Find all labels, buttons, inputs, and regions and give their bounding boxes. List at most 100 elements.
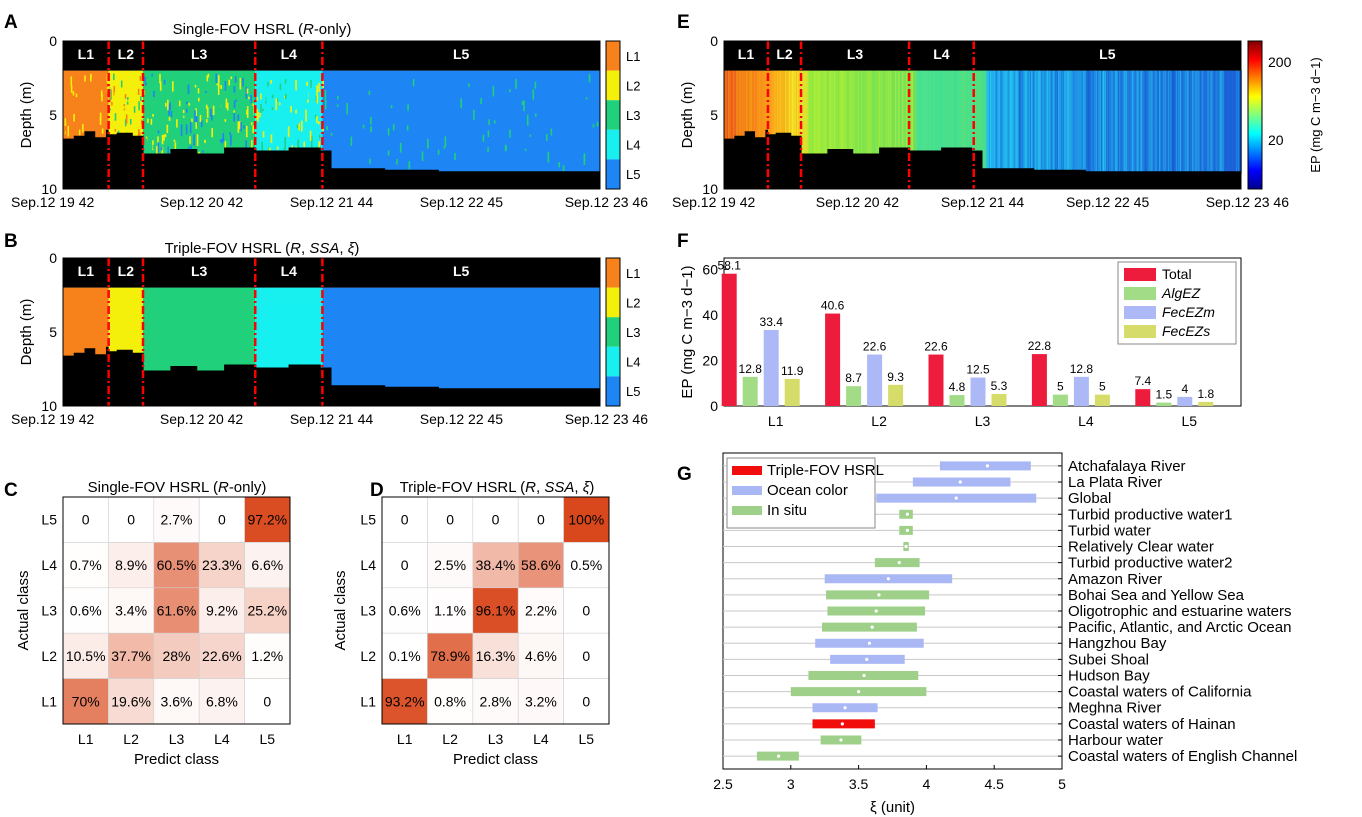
ep-streak	[928, 70, 930, 175]
speckle	[233, 100, 236, 109]
ep-streak	[1218, 70, 1220, 175]
ep-streak	[725, 70, 728, 175]
speckle	[488, 119, 490, 126]
ep-streak	[780, 70, 782, 175]
ep-streak	[768, 70, 770, 175]
speckle	[487, 147, 489, 153]
ep-streak	[1163, 70, 1165, 175]
surface-band	[63, 258, 600, 288]
speckle	[224, 141, 227, 151]
speckle	[545, 134, 548, 141]
speckle	[237, 121, 240, 133]
ep-streak	[1038, 70, 1040, 175]
ep-streak	[954, 70, 956, 175]
ep-streak	[1051, 70, 1053, 175]
ep-streak	[1149, 70, 1151, 175]
x-tick-label: L3	[169, 731, 185, 747]
speckle	[592, 124, 595, 128]
ep-streak	[878, 70, 881, 175]
speckle	[109, 108, 111, 111]
speckle	[64, 92, 67, 96]
ep-streak	[1159, 70, 1162, 175]
matrix-cell-label: 37.7%	[111, 648, 151, 664]
ep-streak	[840, 70, 843, 175]
ep-streak	[1102, 70, 1104, 175]
title-part: R	[525, 479, 536, 496]
x-tick-label: 3.5	[849, 776, 869, 792]
ep-streak	[1034, 70, 1036, 175]
speckle	[399, 142, 402, 153]
speckle	[186, 101, 189, 105]
ep-streak	[1176, 70, 1178, 175]
ep-streak	[738, 70, 740, 175]
layer-label: L4	[281, 263, 298, 279]
x-tick-label: Sep.12 21 44	[290, 194, 374, 210]
speckle	[406, 125, 409, 131]
ep-streak	[745, 70, 747, 175]
ep-streak	[1155, 70, 1157, 175]
row-label: Turbid productive water2	[1068, 555, 1233, 572]
matrix-cell	[244, 632, 291, 679]
bar-label: 1.5	[1155, 388, 1172, 402]
ep-streak	[1218, 70, 1220, 175]
speckle	[290, 105, 292, 113]
layer-label: L2	[776, 46, 793, 62]
title-part: ,	[574, 479, 582, 496]
ep-streak	[790, 70, 793, 175]
ep-streak	[1181, 70, 1183, 175]
ep-streak	[1049, 70, 1051, 175]
title-part: Single-FOV HSRL (	[88, 479, 218, 496]
speckle	[509, 129, 511, 138]
x-tick-label: Sep.12 19 42	[672, 194, 756, 210]
ep-streak	[1219, 70, 1221, 175]
ep-streak	[959, 70, 961, 175]
y-tick-label: 10	[41, 398, 57, 414]
ep-streak	[1173, 70, 1175, 175]
ep-streak	[865, 70, 867, 175]
speckle	[156, 78, 158, 81]
ep-streak	[895, 70, 897, 175]
speckle	[225, 98, 228, 109]
ep-streak	[1125, 70, 1127, 175]
speckle	[160, 147, 163, 151]
speckle	[310, 79, 312, 88]
speckle	[180, 124, 183, 136]
ep-streak	[1100, 70, 1102, 175]
ep-streak	[925, 70, 927, 175]
mean-dot	[886, 577, 891, 581]
speckle	[198, 105, 201, 113]
ep-streak	[945, 70, 947, 175]
ep-streak	[852, 70, 854, 175]
speckle	[275, 98, 278, 111]
matrix-frame	[62, 496, 291, 725]
ep-streak	[1132, 70, 1134, 175]
ep-streak	[839, 70, 841, 175]
ep-streak	[1022, 70, 1024, 175]
matrix-cell-label: 0.7%	[70, 557, 102, 573]
x-tick-label: 2.5	[713, 776, 733, 792]
speckle	[167, 146, 169, 155]
colorbar-swatch	[606, 159, 620, 189]
ep-streak	[740, 70, 742, 175]
ep-streak	[750, 70, 753, 175]
ep-streak	[1092, 70, 1094, 175]
axes-frame	[62, 257, 601, 407]
speckle	[156, 146, 158, 157]
speckle	[315, 95, 318, 102]
bar-FecEZs	[1198, 401, 1214, 406]
ep-streak	[764, 70, 767, 175]
mean-dot	[870, 625, 874, 629]
ep-streak	[1014, 70, 1016, 175]
ep-streak	[1011, 70, 1013, 175]
x-tick-label: L5	[260, 731, 276, 747]
x-tick-label: L1	[78, 731, 94, 747]
y-tick-label: 20	[702, 352, 718, 368]
speckle	[262, 108, 264, 112]
ep-streak	[935, 70, 938, 175]
ep-streak	[828, 70, 831, 175]
ep-streak	[1044, 70, 1047, 175]
ep-streak	[743, 70, 745, 175]
bar-Total	[928, 354, 944, 406]
ep-streak	[789, 70, 792, 175]
ep-streak	[1195, 70, 1198, 175]
